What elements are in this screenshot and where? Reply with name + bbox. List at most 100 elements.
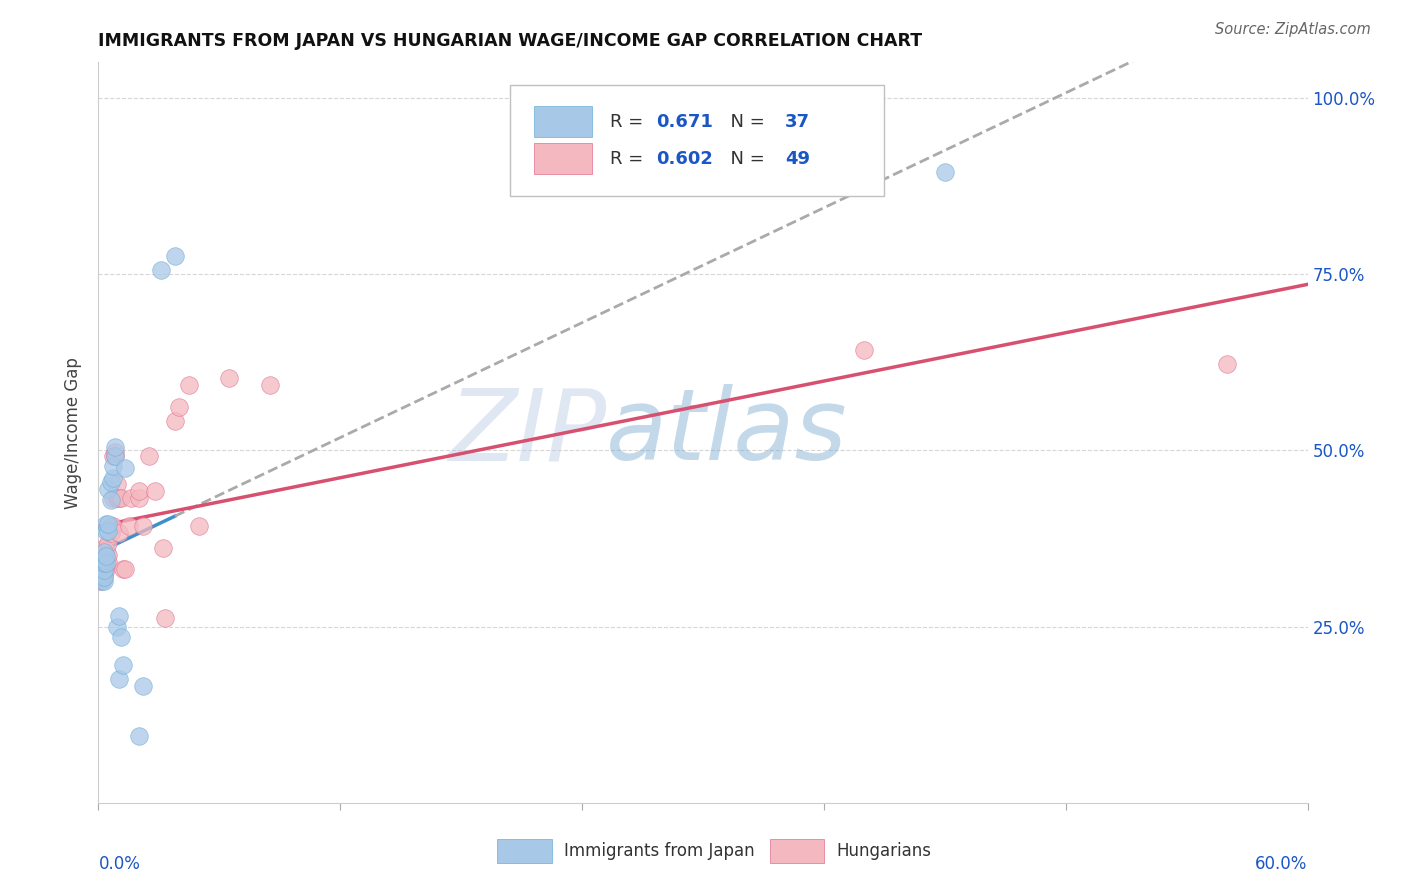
Y-axis label: Wage/Income Gap: Wage/Income Gap [65, 357, 83, 508]
Point [100, 519, 122, 533]
Point [103, 440, 125, 454]
Point [105, 477, 128, 491]
Point [153, 611, 176, 625]
Point [103, 449, 125, 463]
Point [128, 491, 150, 506]
Point [93, 548, 115, 562]
Point [128, 484, 150, 499]
Point [114, 461, 136, 475]
Point [93, 545, 115, 559]
Point [91, 570, 114, 584]
Point [93, 562, 115, 576]
Point [89, 568, 111, 582]
Point [96, 556, 118, 570]
Text: 0.0%: 0.0% [98, 855, 141, 872]
Point [107, 491, 129, 506]
Text: N =: N = [718, 112, 770, 130]
Point [96, 562, 118, 576]
Text: atlas: atlas [606, 384, 848, 481]
Text: 0.671: 0.671 [655, 112, 713, 130]
Text: 0.602: 0.602 [655, 150, 713, 168]
Point [163, 249, 186, 263]
Point [103, 449, 125, 463]
Point [91, 572, 114, 586]
Point [118, 519, 141, 533]
FancyBboxPatch shape [509, 85, 884, 195]
Point [89, 570, 111, 584]
Point [91, 559, 114, 574]
Point [934, 165, 956, 179]
Point [91, 566, 114, 581]
Point [101, 458, 124, 473]
Point [120, 491, 142, 506]
Point [167, 400, 190, 414]
Point [97, 548, 120, 562]
Point [93, 552, 115, 566]
Point [853, 343, 876, 358]
Point [91, 574, 114, 588]
Point [93, 555, 115, 569]
Point [1216, 357, 1239, 371]
Point [107, 673, 129, 687]
Point [91, 565, 114, 579]
Point [107, 609, 129, 624]
Point [96, 524, 118, 539]
Point [96, 517, 118, 532]
Point [188, 519, 211, 533]
Point [101, 471, 124, 485]
Point [100, 526, 122, 541]
Point [163, 414, 186, 428]
Point [138, 449, 160, 463]
Point [93, 574, 115, 588]
Text: Hungarians: Hungarians [837, 842, 931, 860]
Point [132, 680, 155, 694]
Point [96, 543, 118, 558]
Point [93, 541, 115, 555]
Point [128, 729, 150, 743]
Point [100, 475, 122, 489]
Point [89, 566, 111, 581]
Text: R =: R = [610, 150, 650, 168]
Text: 49: 49 [785, 150, 810, 168]
Point [91, 552, 114, 566]
Point [101, 491, 124, 506]
Point [105, 491, 128, 506]
Point [143, 484, 166, 499]
Point [97, 555, 120, 569]
FancyBboxPatch shape [769, 839, 824, 863]
Point [93, 568, 115, 582]
Point [101, 519, 124, 533]
Text: ZIP: ZIP [449, 384, 606, 481]
Point [111, 658, 134, 673]
Text: 60.0%: 60.0% [1256, 855, 1308, 872]
Point [101, 449, 124, 463]
Point [97, 536, 120, 550]
Point [91, 561, 114, 575]
Text: Immigrants from Japan: Immigrants from Japan [564, 842, 755, 860]
Point [110, 491, 132, 506]
Point [89, 574, 111, 588]
Point [179, 378, 201, 392]
FancyBboxPatch shape [534, 106, 592, 137]
Point [93, 565, 115, 579]
Text: IMMIGRANTS FROM JAPAN VS HUNGARIAN WAGE/INCOME GAP CORRELATION CHART: IMMIGRANTS FROM JAPAN VS HUNGARIAN WAGE/… [98, 32, 922, 50]
Point [96, 550, 118, 565]
Point [97, 524, 120, 539]
Point [105, 619, 128, 633]
Point [97, 482, 120, 496]
FancyBboxPatch shape [534, 143, 592, 174]
Point [100, 492, 122, 507]
Point [149, 263, 172, 277]
Text: N =: N = [718, 150, 770, 168]
Point [111, 562, 134, 576]
Text: R =: R = [610, 112, 650, 130]
Text: 37: 37 [785, 112, 810, 130]
Point [97, 517, 120, 532]
Point [132, 519, 155, 533]
Point [218, 371, 240, 385]
Point [110, 630, 132, 644]
Point [93, 570, 115, 584]
Point [152, 541, 174, 555]
Point [107, 526, 129, 541]
Point [93, 563, 115, 577]
